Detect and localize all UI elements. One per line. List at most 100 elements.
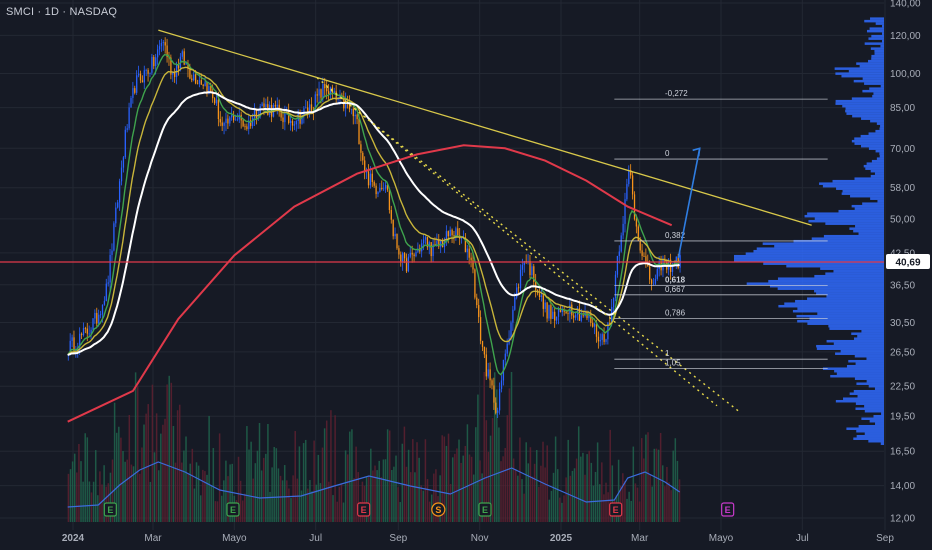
- candle-body-35: [134, 88, 136, 93]
- candle-body-28: [120, 167, 123, 182]
- candle-body-258: [557, 308, 560, 317]
- volume-profile-bar-137: [835, 99, 884, 103]
- candle-body-225: [495, 402, 497, 413]
- candle-body-132: [318, 89, 320, 96]
- candle-body-72: [204, 82, 206, 86]
- candle-body-257: [555, 316, 558, 321]
- volume-bar-150: [382, 459, 385, 522]
- candle-body-262: [565, 311, 567, 314]
- volume-bar-15: [99, 471, 101, 522]
- candle-body-56: [174, 72, 176, 77]
- candle-body-128: [310, 104, 313, 112]
- volume-bar-257: [607, 492, 609, 522]
- volume-profile-bar-18: [843, 397, 884, 400]
- volume-bar-59: [191, 448, 194, 522]
- volume-bar-284: [664, 486, 666, 522]
- volume-profile-bar-157: [874, 49, 884, 53]
- volume-profile-bar-68: [825, 272, 884, 275]
- volume-bar-190: [466, 424, 469, 522]
- sma-200-line: [67, 144, 673, 423]
- volume-bar-196: [479, 460, 481, 522]
- volume-bar-233: [556, 469, 559, 522]
- last-price-badge: [886, 254, 930, 270]
- volume-bar-87: [250, 441, 252, 522]
- candle-body-81: [221, 122, 223, 126]
- candle-body-187: [422, 239, 425, 244]
- candle-body-181: [411, 252, 413, 255]
- channel-line-2: [325, 85, 742, 414]
- volume-profile-bar-123: [860, 134, 884, 138]
- candle-body-244: [531, 266, 533, 276]
- volume-profile-bar-37: [840, 349, 884, 353]
- candle-body-64: [189, 69, 191, 79]
- volume-bar-215: [519, 437, 521, 522]
- candle-body-62: [185, 63, 187, 65]
- volume-bar-201: [489, 435, 492, 522]
- fib-label-4: 0,667: [665, 285, 686, 294]
- volume-bar-98: [273, 446, 275, 522]
- volume-bar-111: [300, 490, 303, 522]
- candle-body-149: [350, 108, 353, 110]
- candle-body-308: [652, 283, 655, 285]
- volume-profile-bar-7: [858, 424, 884, 428]
- volume-profile-bar-66: [777, 277, 884, 280]
- volume-profile-bar-106: [854, 177, 884, 180]
- volume-profile-bar-154: [871, 57, 884, 60]
- candle-body-15: [96, 312, 98, 324]
- candle-body-248: [538, 293, 541, 298]
- candle-body-310: [656, 269, 658, 279]
- volume-bar-289: [674, 438, 677, 522]
- volume-profile-bar-136: [835, 102, 884, 105]
- volume-bar-222: [533, 463, 536, 522]
- volume-bar-110: [298, 446, 301, 522]
- volume-bar-43: [157, 470, 160, 522]
- volume-bar-127: [334, 415, 336, 522]
- volume-bar-291: [678, 479, 681, 522]
- volume-profile-bar-169: [864, 19, 884, 23]
- volume-profile-bar-72: [763, 262, 884, 265]
- volume-bar-253: [598, 484, 601, 522]
- candle-body-85: [229, 117, 231, 124]
- volume-bar-36: [143, 424, 145, 522]
- volume-bar-199: [485, 420, 488, 522]
- candle-body-302: [641, 250, 643, 256]
- volume-profile-bar-166: [869, 27, 884, 30]
- volume-bar-241: [573, 468, 576, 522]
- candle-body-183: [415, 251, 417, 257]
- candle-body-101: [259, 106, 261, 117]
- y-tick-3: 85,00: [890, 103, 915, 114]
- volume-profile-bar-101: [842, 189, 884, 193]
- candle-body-54: [170, 57, 172, 75]
- volume-bar-86: [248, 449, 250, 522]
- candle-body-89: [236, 119, 239, 121]
- candle-body-259: [559, 308, 562, 312]
- volume-bar-243: [577, 426, 580, 522]
- volume-bar-174: [433, 473, 435, 522]
- volume-profile-bar-51: [796, 314, 884, 318]
- volume-profile-bar-43: [857, 334, 884, 338]
- candle-body-281: [601, 334, 603, 340]
- volume-profile-bar-81: [793, 239, 884, 243]
- volume-bar-119: [317, 454, 320, 522]
- volume-bar-135: [351, 429, 353, 522]
- volume-bar-155: [393, 466, 395, 522]
- volume-profile-bar-164: [882, 32, 884, 35]
- candle-body-280: [599, 339, 601, 342]
- volume-bar-107: [292, 475, 294, 522]
- candle-body-66: [193, 74, 195, 81]
- volume-profile-bar-156: [874, 52, 884, 55]
- candle-body-33: [130, 97, 132, 108]
- candle-body-240: [523, 261, 525, 265]
- volume-bar-131: [342, 502, 345, 522]
- candle-body-298: [633, 194, 636, 220]
- volume-profile-bar-20: [849, 392, 884, 395]
- volume-bar-236: [563, 495, 565, 522]
- candle-body-17: [99, 314, 102, 316]
- ema-10-line: [67, 53, 680, 376]
- volume-profile-bar-50: [809, 317, 884, 320]
- volume-bar-1: [69, 469, 72, 522]
- candle-body-110: [276, 104, 278, 107]
- candle-body-237: [517, 287, 520, 289]
- candle-body-195: [438, 240, 440, 247]
